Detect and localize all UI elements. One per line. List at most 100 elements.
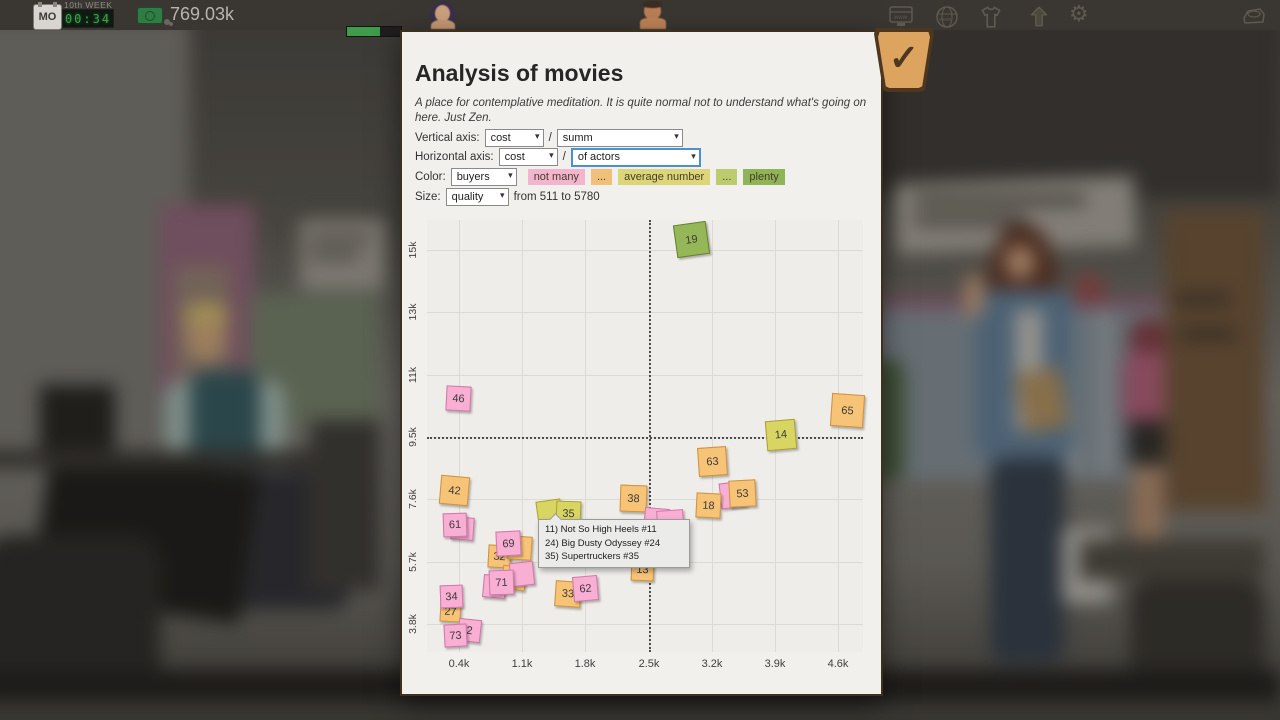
blurred-man-hair <box>183 302 229 326</box>
movie-note[interactable]: 38 <box>619 484 647 512</box>
tooltip-line: 35) Supertruckers #35 <box>545 551 639 562</box>
size-select[interactable]: quality <box>445 188 509 206</box>
color-label: Color: <box>415 171 446 183</box>
movie-note[interactable]: 14 <box>764 418 798 452</box>
gridline-vertical <box>522 220 523 652</box>
legend-item: plenty <box>743 169 785 185</box>
gridline-vertical <box>838 220 839 652</box>
bed-icon[interactable] <box>1240 4 1268 30</box>
money-amount: 769.03k <box>170 4 235 24</box>
gridline-vertical <box>712 220 713 652</box>
gridline-horizontal <box>427 250 863 251</box>
calendar-day-icon[interactable]: MO <box>33 2 62 30</box>
x-tick-label: 3.9k <box>764 658 786 670</box>
red-cross-sign <box>1075 275 1103 303</box>
brown-column <box>1165 210 1265 510</box>
svg-text:www: www <box>893 15 908 21</box>
money-icon <box>137 7 170 25</box>
portrait-actor[interactable] <box>636 0 670 29</box>
horizontal-axis-select-1[interactable]: cost <box>498 148 558 166</box>
movie-note[interactable]: 69 <box>494 529 522 557</box>
horizontal-axis-label: Horizontal axis: <box>415 151 494 163</box>
gridline-vertical <box>585 220 586 652</box>
movie-note[interactable]: 34 <box>439 584 463 608</box>
movie-note[interactable]: 71 <box>488 569 514 595</box>
settings-gear-icon[interactable]: ⚙ <box>1069 1 1089 26</box>
y-tick-label: 7.6k <box>407 489 419 509</box>
movie-tooltip: 11) Not So High Heels #11 24) Big Dusty O… <box>538 519 690 568</box>
size-label: Size: <box>415 191 441 203</box>
y-tick-label: 13k <box>407 303 419 321</box>
page-title: Analysis of movies <box>415 60 624 86</box>
color-legend: not many... average number... plenty <box>522 169 785 185</box>
vertical-axis-select-2[interactable]: summ <box>556 129 683 147</box>
size-range: from 511 to 5780 <box>513 191 600 203</box>
x-tick-label: 0.4k <box>448 658 470 670</box>
x-tick-label: 1.8k <box>574 658 596 670</box>
panel-subtitle: A place for contemplative meditation. It… <box>415 97 867 124</box>
movie-note[interactable]: 62 <box>571 574 599 602</box>
legend-item: ... <box>590 169 613 185</box>
y-tick-label: 11k <box>407 366 419 384</box>
movie-note[interactable]: 42 <box>438 474 470 506</box>
clock-display: 00:34 <box>62 9 114 28</box>
browser-icon[interactable]: www <box>888 4 914 28</box>
x-tick-label: 3.2k <box>701 658 723 670</box>
vertical-axis-select-1[interactable]: cost <box>484 129 544 147</box>
movie-note[interactable]: 63 <box>696 445 728 477</box>
horizontal-axis-row: Horizontal axis: cost / of actors <box>415 147 701 167</box>
movie-note[interactable]: 61 <box>442 512 468 538</box>
gridline-horizontal <box>427 312 863 313</box>
legend-item: average number <box>618 169 711 185</box>
y-tick-label: 3.8k <box>407 614 419 634</box>
legend-item: ... <box>716 169 738 185</box>
y-tick-label: 5.7k <box>407 552 419 572</box>
legend-item: not many <box>527 169 585 185</box>
portrait-actress[interactable] <box>424 0 462 29</box>
y-tick-label: 9.5k <box>407 427 419 447</box>
horizontal-axis-select-2[interactable]: of actors <box>570 147 701 167</box>
blurred-woman-face <box>1005 245 1035 279</box>
tooltip-line: 24) Big Dusty Odyssey #24 <box>545 537 661 549</box>
analysis-panel: ✓ Analysis of movies A place for contemp… <box>400 28 934 696</box>
size-row: Size: quality from 511 to 5780 <box>415 188 600 206</box>
tooltip-line: 11) Not So High Heels #11 <box>545 524 657 535</box>
pink-woman-cap <box>1128 318 1170 358</box>
x-tick-label: 1.1k <box>511 658 533 670</box>
internet-icon[interactable]: www <box>934 4 960 30</box>
color-row: Color: buyers not many... average number.… <box>415 168 785 186</box>
confirm-button[interactable]: ✓ <box>874 28 934 92</box>
y-tick-label: 15k <box>407 241 419 259</box>
desk-left <box>0 450 320 468</box>
pink-woman-shorts <box>1128 420 1168 465</box>
movie-note[interactable]: 19 <box>672 220 710 258</box>
shoot-progress-bar <box>346 26 402 37</box>
x-tick-label: 2.5k <box>638 658 660 670</box>
movie-note[interactable]: 65 <box>829 392 865 428</box>
axis-separator: / <box>548 132 552 144</box>
gridline-vertical <box>459 220 460 652</box>
desk-right <box>1080 540 1265 580</box>
blurred-woman-jeans <box>990 458 1065 663</box>
color-select[interactable]: buyers <box>450 168 517 186</box>
crosshair-vertical <box>649 220 651 652</box>
check-icon: ✓ <box>888 37 920 78</box>
crosshair-horizontal <box>427 437 863 439</box>
movie-note[interactable]: 46 <box>444 384 472 412</box>
tshirt-icon[interactable] <box>978 4 1004 30</box>
top-bar: 10th WEEK MO 00:34 769.03k www <box>0 0 1280 30</box>
pink-woman-top <box>1122 352 1170 427</box>
gridline-horizontal <box>427 375 863 376</box>
x-tick-label: 4.6k <box>827 658 849 670</box>
upload-icon[interactable] <box>1026 4 1052 30</box>
vertical-axis-row: Vertical axis: cost / summ <box>415 129 683 147</box>
movie-note[interactable]: 53 <box>727 478 757 508</box>
movie-note[interactable]: 73 <box>442 622 468 648</box>
vertical-axis-label: Vertical axis: <box>415 132 480 144</box>
axis-separator: / <box>562 151 566 163</box>
drawer-unit <box>310 420 380 590</box>
svg-text:www: www <box>938 17 951 23</box>
movie-note[interactable]: 18 <box>694 491 722 519</box>
scatter-plot: 1946651463423853183561326971133362273427… <box>407 220 865 670</box>
